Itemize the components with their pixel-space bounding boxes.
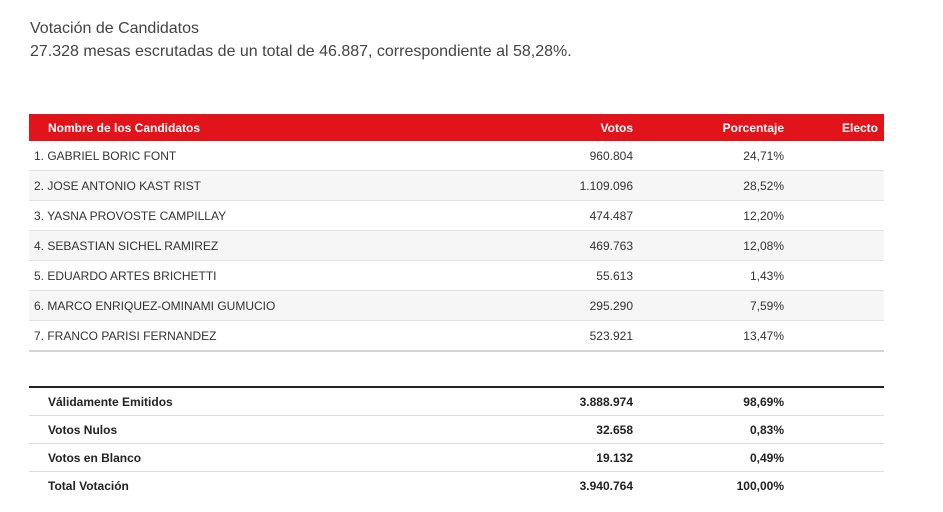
totals-votes: 3.888.974: [489, 387, 649, 416]
totals-percentage: 98,69%: [649, 387, 794, 416]
table-row: 6. MARCO ENRIQUEZ-OMINAMI GUMUCIO 295.29…: [29, 290, 884, 321]
totals-label: Total Votación: [48, 478, 129, 493]
totals-row: Votos en Blanco 19.132 0,49%: [29, 443, 884, 472]
table-row: 1. GABRIEL BORIC FONT 960.804 24,71%: [29, 141, 884, 171]
table-row: 2. JOSE ANTONIO KAST RIST 1.109.096 28,5…: [29, 170, 884, 201]
column-header-elected: Electo: [794, 114, 884, 141]
totals-row: Votos Nulos 32.658 0,83%: [29, 415, 884, 444]
totals-votes: 19.132: [489, 443, 649, 472]
candidate-name: 6. MARCO ENRIQUEZ-OMINAMI GUMUCIO: [29, 290, 489, 321]
candidate-percentage: 7,59%: [649, 290, 794, 321]
totals-percentage: 0,83%: [649, 415, 794, 444]
totals-percentage: 100,00%: [736, 478, 784, 493]
candidate-elected: [794, 290, 884, 321]
table-row: 5. EDUARDO ARTES BRICHETTI 55.613 1,43%: [29, 260, 884, 291]
totals-empty-cell: [794, 415, 884, 444]
table-header-row: Nombre de los Candidatos Votos Porcentaj…: [29, 114, 884, 141]
candidate-elected: [794, 141, 884, 171]
candidate-elected: [794, 200, 884, 231]
candidate-votes: 295.290: [489, 290, 649, 321]
totals-empty-cell: [794, 472, 884, 500]
candidate-percentage: 12,08%: [649, 230, 794, 261]
candidate-elected: [794, 260, 884, 291]
page-subtitle: 27.328 mesas escrutadas de un total de 4…: [30, 43, 572, 60]
candidate-name: 3. YASNA PROVOSTE CAMPILLAY: [29, 200, 489, 231]
table-row: 4. SEBASTIAN SICHEL RAMIREZ 469.763 12,0…: [29, 230, 884, 261]
candidate-percentage: 12,20%: [649, 200, 794, 231]
candidate-votes: 960.804: [489, 141, 649, 171]
totals-row: Válidamente Emitidos 3.888.974 98,69%: [29, 387, 884, 416]
column-header-name: Nombre de los Candidatos: [29, 114, 489, 141]
candidate-elected: [794, 170, 884, 201]
candidate-votes: 474.487: [489, 200, 649, 231]
totals-label: Votos en Blanco: [29, 443, 489, 472]
totals-votes: 32.658: [489, 415, 649, 444]
candidate-votes: 1.109.096: [489, 170, 649, 201]
table-row: 7. FRANCO PARISI FERNANDEZ 523.921 13,47…: [29, 320, 884, 352]
candidate-name: 4. SEBASTIAN SICHEL RAMIREZ: [29, 230, 489, 261]
candidate-elected: [794, 320, 884, 352]
totals-label: Válidamente Emitidos: [29, 387, 489, 416]
candidate-name: 2. JOSE ANTONIO KAST RIST: [29, 170, 489, 201]
candidate-name: 5. EDUARDO ARTES BRICHETTI: [29, 260, 489, 291]
candidate-name: 7. FRANCO PARISI FERNANDEZ: [29, 320, 489, 352]
candidate-percentage: 1,43%: [649, 260, 794, 291]
column-header-percentage: Porcentaje: [649, 114, 794, 141]
candidate-percentage: 24,71%: [649, 141, 794, 171]
column-header-votes: Votos: [489, 114, 649, 141]
totals-empty-cell: [794, 443, 884, 472]
candidate-votes: 469.763: [489, 230, 649, 261]
candidates-table: Nombre de los Candidatos Votos Porcentaj…: [29, 114, 884, 352]
candidate-votes: 523.921: [489, 320, 649, 352]
totals-votes: 3.940.764: [579, 478, 633, 493]
candidate-percentage: 13,47%: [649, 320, 794, 352]
candidate-percentage: 28,52%: [649, 170, 794, 201]
page-title: Votación de Candidatos: [30, 20, 200, 37]
table-row: 3. YASNA PROVOSTE CAMPILLAY 474.487 12,2…: [29, 200, 884, 231]
candidate-elected: [794, 230, 884, 261]
candidate-name: 1. GABRIEL BORIC FONT: [29, 141, 489, 171]
candidate-votes: 55.613: [489, 260, 649, 291]
totals-percentage: 0,49%: [649, 443, 794, 472]
totals-label: Votos Nulos: [29, 415, 489, 444]
totals-empty-cell: [794, 387, 884, 416]
totals-row: Total Votación 3.940.764 100,00%: [29, 472, 884, 500]
totals-table: Válidamente Emitidos 3.888.974 98,69% Vo…: [29, 386, 884, 499]
